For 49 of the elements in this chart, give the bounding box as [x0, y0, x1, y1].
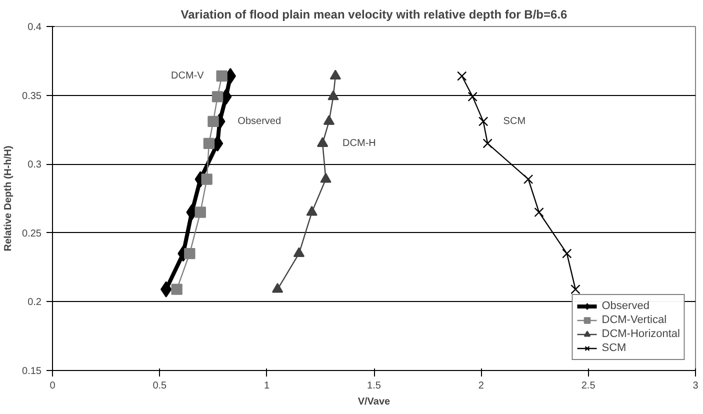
y-tick-label: 0.3: [28, 160, 42, 171]
chart-title: Variation of flood plain mean velocity with relative depth for B/b=6.6: [180, 8, 568, 22]
annotation: SCM: [503, 116, 526, 127]
x-tick-label: 2: [478, 380, 484, 392]
legend-label: Observed: [602, 299, 650, 313]
point: [457, 71, 467, 81]
legend-label: SCM: [602, 341, 626, 355]
x-tick-label: 1.5: [367, 380, 382, 392]
annotation: DCM-V: [171, 70, 204, 82]
y-tick-label: 0.15: [22, 366, 42, 377]
point: [293, 247, 305, 258]
x-tick-label: 0.5: [152, 380, 168, 392]
point: [272, 282, 284, 293]
point: [171, 284, 182, 295]
point: [562, 248, 572, 258]
y-tick-label: 0.35: [22, 90, 42, 102]
point: [570, 284, 580, 294]
point: [328, 90, 339, 100]
point: [208, 116, 219, 128]
point: [468, 92, 478, 102]
point: [194, 206, 206, 218]
point: [478, 116, 488, 126]
legend-label: DCM-Horizontal: [602, 327, 680, 341]
x-tick-label: 1: [264, 380, 270, 392]
point: [330, 70, 342, 80]
point: [320, 172, 332, 183]
point: [306, 206, 318, 216]
x-tick-label: 2.5: [581, 380, 596, 392]
point: [482, 138, 492, 148]
point: [316, 137, 328, 147]
y-axis-title: Relative Depth (H-h/H): [3, 146, 14, 252]
point: [184, 248, 196, 260]
point: [212, 91, 224, 102]
y-tick-label: 0.2: [28, 297, 42, 308]
legend-label: DCM-Vertical: [602, 313, 667, 327]
point: [216, 70, 228, 82]
point: [203, 138, 215, 150]
point: [160, 281, 172, 298]
x-axis-title: V/Vave: [358, 396, 391, 408]
y-tick-label: 0.4: [28, 22, 42, 33]
y-tick-label: 0.25: [22, 228, 42, 240]
annotation: Observed: [238, 116, 282, 127]
point: [323, 115, 335, 125]
point: [523, 174, 534, 184]
x-tick-label: 0: [50, 380, 56, 392]
point: [201, 174, 212, 185]
point: [534, 207, 544, 218]
x-tick-label: 3: [692, 380, 699, 392]
annotation: DCM-H: [342, 138, 376, 149]
